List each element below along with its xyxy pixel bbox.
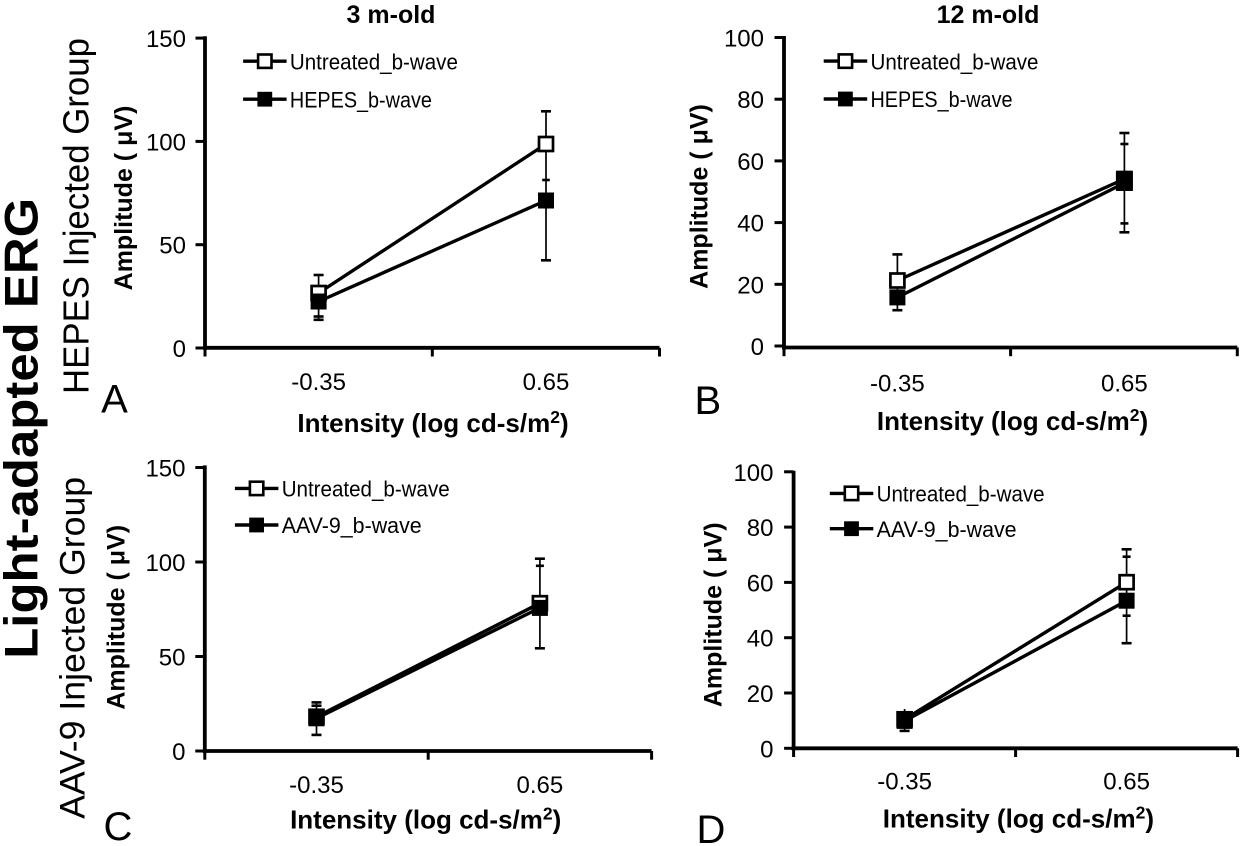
svg-text:Amplitude ( μV): Amplitude ( μV) [700, 522, 728, 707]
svg-text:Intensity (log cd-s/m2): Intensity (log cd-s/m2) [877, 405, 1148, 436]
svg-text:0: 0 [172, 739, 185, 766]
svg-text:Intensity (log cd-s/m2): Intensity (log cd-s/m2) [297, 407, 568, 438]
svg-text:150: 150 [146, 26, 186, 53]
svg-text:-0.35: -0.35 [291, 369, 346, 396]
svg-text:40: 40 [737, 211, 764, 238]
svg-text:-0.35: -0.35 [289, 772, 344, 799]
svg-text:D: D [696, 808, 725, 846]
svg-text:-0.35: -0.35 [877, 768, 932, 795]
svg-text:AAV-9_b-wave: AAV-9_b-wave [877, 517, 1017, 542]
svg-text:HEPES_b-wave: HEPES_b-wave [871, 87, 1013, 112]
svg-text:80: 80 [747, 515, 774, 542]
svg-text:0: 0 [751, 334, 764, 361]
svg-text:C: C [103, 805, 132, 846]
svg-text:60: 60 [747, 570, 774, 597]
svg-text:Intensity (log cd-s/m2): Intensity (log cd-s/m2) [883, 803, 1154, 834]
svg-text:Untreated_b-wave: Untreated_b-wave [877, 482, 1045, 507]
svg-text:80: 80 [737, 87, 764, 114]
svg-text:100: 100 [733, 460, 773, 487]
svg-text:Untreated_b-wave: Untreated_b-wave [290, 49, 458, 74]
svg-text:AAV-9 Injected Group: AAV-9 Injected Group [54, 477, 93, 819]
svg-text:Amplitude ( μV): Amplitude ( μV) [102, 525, 130, 710]
svg-text:0: 0 [760, 736, 773, 763]
svg-text:0.65: 0.65 [517, 772, 564, 799]
svg-text:B: B [694, 379, 721, 423]
svg-text:Untreated_b-wave: Untreated_b-wave [871, 49, 1039, 74]
svg-text:150: 150 [145, 456, 185, 483]
svg-text:AAV-9_b-wave: AAV-9_b-wave [282, 513, 422, 538]
svg-text:20: 20 [747, 681, 774, 708]
svg-text:HEPES_b-wave: HEPES_b-wave [290, 87, 432, 112]
svg-text:Amplitude ( μV): Amplitude ( μV) [110, 106, 138, 291]
svg-text:60: 60 [737, 149, 764, 176]
svg-text:HEPES Injected Group: HEPES Injected Group [56, 38, 97, 394]
svg-text:40: 40 [747, 626, 774, 653]
svg-text:0.65: 0.65 [523, 369, 570, 396]
svg-text:0: 0 [173, 336, 186, 363]
svg-text:A: A [101, 378, 128, 422]
svg-text:Amplitude ( μV): Amplitude ( μV) [685, 104, 713, 289]
svg-text:0.65: 0.65 [1101, 371, 1148, 398]
svg-text:50: 50 [159, 645, 186, 672]
svg-text:20: 20 [737, 272, 764, 299]
svg-text:3 m-old: 3 m-old [347, 1, 436, 29]
svg-text:0.65: 0.65 [1103, 768, 1150, 795]
svg-text:Untreated_b-wave: Untreated_b-wave [282, 477, 450, 502]
svg-text:12 m-old: 12 m-old [937, 1, 1040, 29]
svg-text:-0.35: -0.35 [870, 371, 925, 398]
svg-text:Light-adapted ERG: Light-adapted ERG [0, 198, 48, 659]
svg-text:100: 100 [724, 26, 764, 53]
svg-text:100: 100 [145, 550, 185, 577]
svg-text:50: 50 [159, 233, 186, 260]
svg-text:100: 100 [146, 129, 186, 156]
svg-text:Intensity (log cd-s/m2): Intensity (log cd-s/m2) [290, 804, 561, 835]
